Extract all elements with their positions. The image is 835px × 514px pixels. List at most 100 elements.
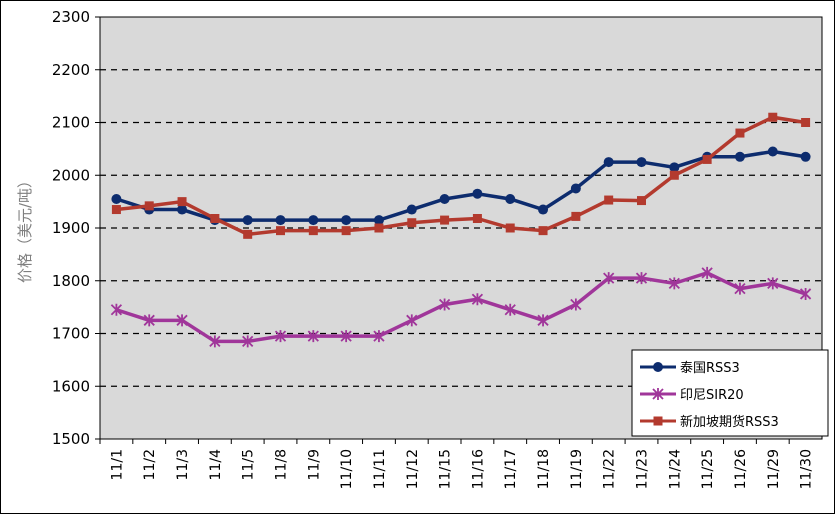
data-point (603, 272, 615, 285)
data-point (407, 218, 417, 228)
x-tick-label: 11/23 (635, 449, 651, 489)
data-point (111, 205, 121, 215)
data-point (735, 128, 745, 138)
y-tick-label: 1600 (52, 377, 90, 395)
legend-item: 泰国RSS3 (640, 361, 740, 376)
data-point (767, 146, 778, 157)
data-point (668, 277, 680, 290)
x-tick-label: 11/8 (274, 449, 290, 480)
data-point (471, 293, 484, 306)
x-tick-label: 11/9 (306, 449, 322, 480)
data-point (373, 330, 385, 343)
data-point (374, 223, 384, 233)
data-point (472, 188, 483, 199)
data-point (275, 215, 286, 226)
y-tick-label: 1900 (52, 219, 90, 237)
y-tick-label: 2100 (52, 114, 90, 132)
data-point (538, 226, 548, 236)
data-point (571, 211, 581, 221)
data-point (341, 215, 352, 226)
data-point (652, 388, 664, 400)
data-point (144, 201, 154, 211)
data-point (570, 183, 581, 194)
x-tick-label: 11/4 (208, 449, 224, 481)
data-point (669, 170, 679, 180)
series-line (115, 270, 807, 344)
data-point (653, 416, 663, 426)
y-tick-label: 1500 (52, 430, 90, 448)
x-tick-label: 11/17 (503, 449, 519, 489)
data-point (209, 335, 221, 348)
data-point (768, 112, 778, 122)
data-point (637, 196, 646, 206)
data-point (308, 226, 318, 236)
data-point (603, 157, 614, 168)
data-point (734, 151, 745, 162)
legend-label: 泰国RSS3 (680, 361, 740, 376)
data-point (274, 330, 287, 343)
series-line (116, 115, 806, 237)
y-tick-label: 1700 (52, 325, 90, 343)
data-point (243, 229, 253, 239)
y-tick-label: 2300 (52, 8, 90, 26)
data-point (701, 266, 713, 279)
x-tick-label: 11/18 (536, 449, 552, 489)
x-tick-label: 11/30 (799, 449, 815, 489)
data-point (110, 303, 123, 316)
y-tick-label: 2200 (52, 61, 90, 79)
data-point (570, 298, 582, 311)
x-tick-label: 11/11 (372, 449, 388, 489)
data-point (472, 214, 482, 224)
data-point (702, 154, 712, 164)
data-point (505, 193, 516, 204)
y-tick-label: 2000 (52, 166, 90, 184)
x-tick-label: 11/15 (438, 449, 454, 489)
x-tick-label: 11/1 (109, 449, 125, 480)
legend-item: 印尼SIR20 (640, 388, 744, 403)
data-point (504, 303, 516, 316)
data-point (801, 118, 811, 127)
data-point (505, 223, 515, 233)
series-2 (111, 112, 811, 239)
data-point (799, 287, 812, 300)
series-1 (110, 266, 812, 348)
data-point (176, 314, 188, 327)
data-point (373, 215, 384, 226)
data-point (537, 314, 549, 327)
x-tick-label: 11/2 (142, 449, 158, 480)
series-line (115, 149, 806, 222)
data-point (406, 314, 418, 327)
data-point (440, 215, 450, 225)
data-point (636, 157, 647, 168)
data-point (308, 215, 319, 226)
x-tick-label: 11/10 (339, 449, 355, 489)
x-tick-label: 11/24 (667, 449, 683, 489)
data-point (210, 214, 220, 224)
y-tick-label: 1800 (52, 272, 90, 290)
x-tick-label: 11/5 (241, 449, 257, 480)
data-point (635, 272, 648, 285)
data-point (767, 277, 779, 290)
data-point (276, 226, 285, 236)
data-point (538, 204, 549, 215)
data-point (653, 362, 663, 372)
data-point (307, 330, 319, 343)
data-point (800, 151, 811, 162)
data-point (438, 298, 451, 311)
data-point (669, 162, 680, 173)
data-point (341, 226, 351, 236)
x-tick-label: 11/25 (700, 449, 716, 489)
data-point (143, 314, 155, 327)
data-point (111, 193, 122, 204)
data-point (734, 282, 746, 295)
data-point (604, 195, 614, 205)
legend-label: 印尼SIR20 (680, 388, 744, 403)
data-point (242, 335, 254, 348)
legend-label: 新加坡期货RSS3 (680, 414, 779, 430)
legend-item: 新加坡期货RSS3 (640, 414, 779, 430)
data-point (439, 193, 450, 204)
y-axis-label: 价格（美元/吨） (16, 173, 34, 283)
data-point (406, 204, 417, 215)
